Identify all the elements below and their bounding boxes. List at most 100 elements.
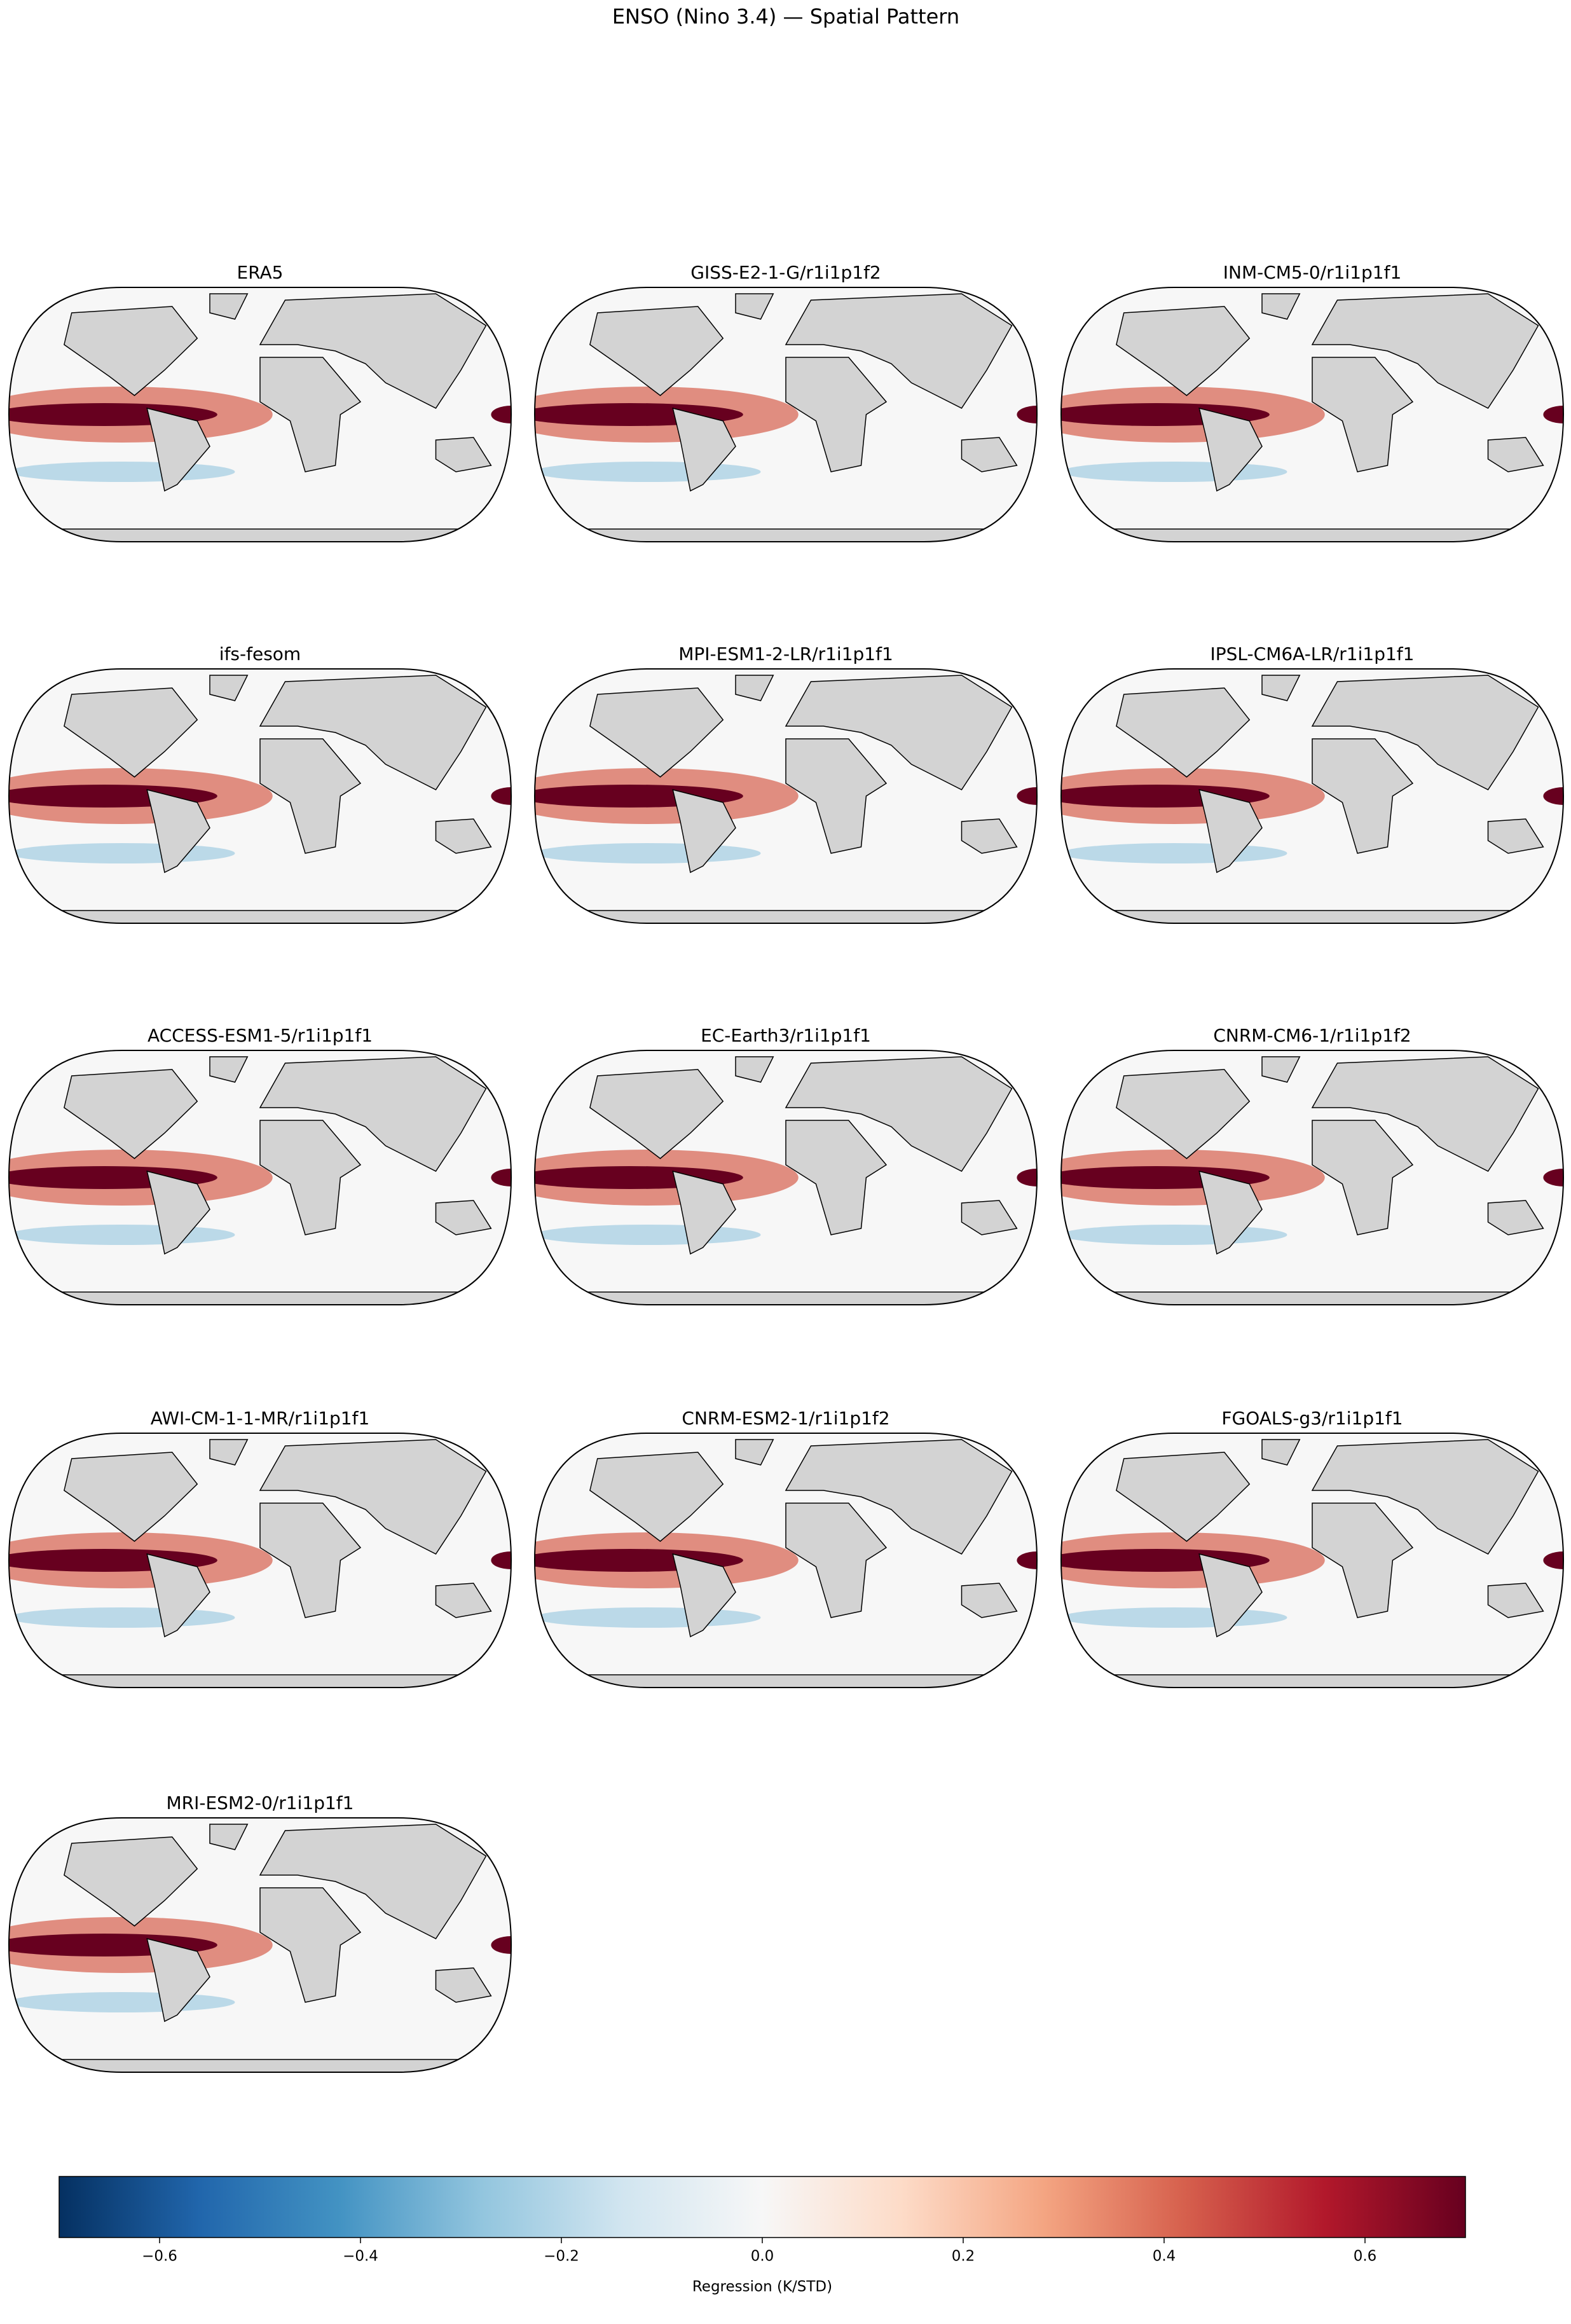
land bbox=[209, 1439, 249, 1466]
land bbox=[589, 1069, 724, 1159]
colorbar-tick-label: −0.6 bbox=[142, 2248, 177, 2265]
land bbox=[146, 1170, 210, 1255]
cool-band bbox=[1061, 843, 1287, 863]
land bbox=[961, 1583, 1018, 1618]
map bbox=[9, 287, 511, 542]
land bbox=[146, 407, 210, 492]
map-outline bbox=[8, 1817, 512, 2073]
land bbox=[785, 1056, 1013, 1172]
antarctica bbox=[535, 1674, 1037, 1688]
land bbox=[64, 306, 198, 396]
map-outline bbox=[533, 668, 1038, 924]
map-outline bbox=[1060, 287, 1565, 542]
map bbox=[1061, 287, 1563, 542]
cool-band bbox=[535, 843, 761, 863]
land bbox=[146, 1553, 210, 1638]
antarctica bbox=[9, 1674, 511, 1688]
land bbox=[435, 1583, 492, 1618]
land bbox=[435, 437, 492, 472]
panel-title: INM-CM5-0/r1i1p1f1 bbox=[1223, 262, 1402, 283]
warm-edge bbox=[491, 1936, 511, 1954]
land bbox=[259, 1502, 362, 1618]
land bbox=[1311, 293, 1539, 409]
map bbox=[9, 1433, 511, 1688]
land bbox=[259, 1439, 487, 1555]
colorbar-tick-label: 0.0 bbox=[751, 2248, 774, 2265]
land bbox=[785, 1502, 888, 1618]
land bbox=[1487, 437, 1544, 472]
colorbar-label: Regression (K/STD) bbox=[692, 2279, 832, 2295]
land bbox=[209, 675, 249, 701]
antarctica bbox=[9, 910, 511, 923]
land bbox=[785, 738, 888, 854]
land bbox=[961, 437, 1018, 472]
map-outline bbox=[1060, 1433, 1565, 1688]
land bbox=[735, 675, 774, 701]
map-outline bbox=[533, 287, 1038, 542]
land bbox=[435, 818, 492, 854]
land bbox=[961, 1200, 1018, 1235]
land bbox=[259, 738, 362, 854]
land bbox=[146, 788, 210, 874]
colorbar-tick-label: 0.2 bbox=[952, 2248, 975, 2265]
cool-band bbox=[535, 1225, 761, 1245]
land bbox=[64, 1836, 198, 1927]
map-outline bbox=[533, 1433, 1038, 1688]
land bbox=[1261, 675, 1301, 701]
land bbox=[1311, 1056, 1539, 1172]
map bbox=[9, 1050, 511, 1305]
land bbox=[259, 1056, 487, 1172]
land bbox=[1261, 293, 1301, 320]
land bbox=[1116, 1069, 1251, 1159]
land bbox=[1198, 788, 1263, 874]
panel-title: FGOALS-g3/r1i1p1f1 bbox=[1221, 1408, 1403, 1429]
map bbox=[1061, 669, 1563, 923]
map bbox=[1061, 1050, 1563, 1305]
warm-edge bbox=[491, 1551, 511, 1569]
land bbox=[1312, 738, 1414, 854]
cool-band bbox=[9, 1225, 235, 1245]
land bbox=[435, 1967, 492, 2003]
panel-title: CNRM-ESM2-1/r1i1p1f2 bbox=[682, 1408, 889, 1429]
land bbox=[1198, 1553, 1263, 1638]
antarctica bbox=[1061, 1291, 1563, 1305]
land bbox=[1311, 1439, 1539, 1555]
land bbox=[1487, 1200, 1544, 1235]
map bbox=[9, 1818, 511, 2072]
land bbox=[672, 1170, 736, 1255]
land bbox=[435, 1200, 492, 1235]
land bbox=[146, 1937, 210, 2023]
land bbox=[589, 687, 724, 778]
land bbox=[589, 1452, 724, 1542]
antarctica bbox=[1061, 910, 1563, 923]
land bbox=[1261, 1056, 1301, 1083]
figure-title: ENSO (Nino 3.4) — Spatial Pattern bbox=[612, 4, 959, 29]
land bbox=[259, 675, 487, 790]
cool-band bbox=[1061, 1607, 1287, 1628]
land bbox=[785, 293, 1013, 409]
panel-title: MRI-ESM2-0/r1i1p1f1 bbox=[167, 1792, 354, 1813]
cool-band bbox=[535, 1607, 761, 1628]
cool-band bbox=[9, 1607, 235, 1628]
cool-band bbox=[9, 843, 235, 863]
map-outline bbox=[1060, 668, 1565, 924]
land bbox=[1116, 1452, 1251, 1542]
map bbox=[1061, 1433, 1563, 1688]
land bbox=[64, 687, 198, 778]
land bbox=[1198, 1170, 1263, 1255]
map bbox=[535, 287, 1037, 542]
map-outline bbox=[533, 1050, 1038, 1305]
land bbox=[735, 1056, 774, 1083]
antarctica bbox=[9, 2059, 511, 2072]
land bbox=[1198, 407, 1263, 492]
cool-band bbox=[9, 462, 235, 482]
colorbar-tick-label: −0.4 bbox=[343, 2248, 378, 2265]
map bbox=[9, 669, 511, 923]
land bbox=[1116, 306, 1251, 396]
warm-edge bbox=[1017, 1551, 1037, 1569]
panel-title: EC-Earth3/r1i1p1f1 bbox=[701, 1025, 871, 1046]
land bbox=[1487, 818, 1544, 854]
antarctica bbox=[9, 528, 511, 542]
antarctica bbox=[9, 1291, 511, 1305]
